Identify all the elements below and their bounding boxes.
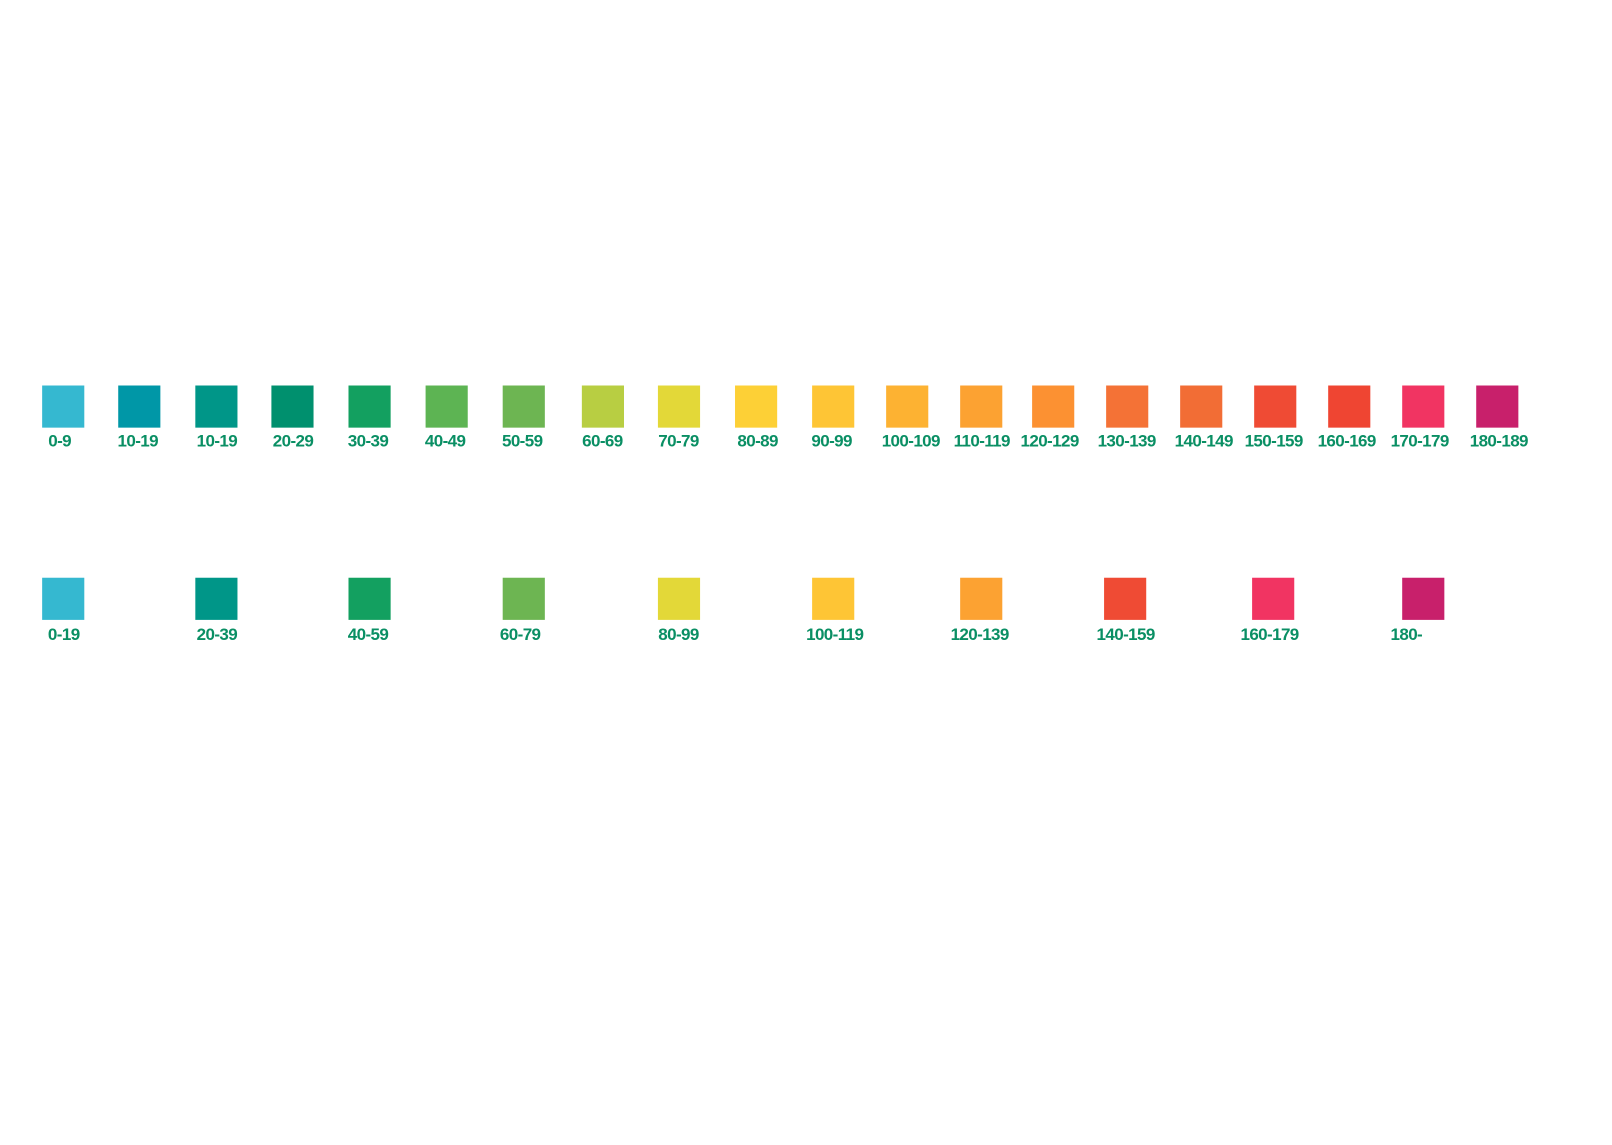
swatch-label: 0-9 <box>48 432 71 451</box>
swatch-label: 80-89 <box>737 432 778 451</box>
swatch-label: 100-119 <box>806 625 863 644</box>
swatch <box>195 385 238 428</box>
swatch <box>42 385 85 428</box>
swatch <box>1476 385 1519 428</box>
swatch-label: 10-19 <box>197 432 238 451</box>
swatch <box>657 577 701 620</box>
swatch <box>657 385 701 428</box>
swatch <box>735 385 778 428</box>
swatch-label: 180- <box>1390 625 1422 644</box>
swatch-label: 20-29 <box>273 432 314 451</box>
swatch-label: 60-79 <box>500 625 541 644</box>
swatch <box>1402 385 1445 428</box>
swatch <box>502 577 545 620</box>
swatch <box>886 385 929 428</box>
swatch <box>1104 577 1147 620</box>
swatch <box>1106 385 1149 428</box>
swatch-label: 30-39 <box>348 432 389 451</box>
swatch <box>502 385 545 428</box>
swatch-label: 110-119 <box>954 432 1010 451</box>
swatch <box>1252 577 1295 620</box>
swatch-label: 90-99 <box>811 432 852 451</box>
swatch-label: 120-129 <box>1020 432 1078 451</box>
swatch-label: 170-179 <box>1391 432 1449 451</box>
swatch <box>42 577 85 620</box>
swatch <box>812 577 855 620</box>
swatch <box>960 577 1003 620</box>
swatch <box>581 385 624 428</box>
swatch-label: 140-149 <box>1175 432 1233 451</box>
swatch <box>425 385 468 428</box>
swatch-label: 150-159 <box>1245 432 1303 451</box>
swatch-label: 180-189 <box>1470 432 1528 451</box>
swatch-label: 40-59 <box>348 625 389 644</box>
swatch <box>348 385 391 428</box>
swatch-label: 60-69 <box>582 432 623 451</box>
swatch <box>1328 385 1371 428</box>
swatch-label: 100-109 <box>882 432 940 451</box>
swatch-label: 140-159 <box>1097 625 1155 644</box>
swatch-label: 70-79 <box>658 432 699 451</box>
swatch <box>118 385 161 428</box>
swatch-label: 120-139 <box>951 625 1009 644</box>
swatch <box>812 385 855 428</box>
swatch-label: 160-169 <box>1318 432 1376 451</box>
swatch <box>195 577 238 620</box>
swatch-label: 10-19 <box>118 432 159 451</box>
swatch <box>960 385 1003 428</box>
swatch-label: 20-39 <box>197 625 238 644</box>
swatch <box>1402 577 1445 620</box>
swatch <box>271 385 314 428</box>
swatch-label: 130-139 <box>1098 432 1156 451</box>
swatch <box>348 577 391 620</box>
swatch-label: 160-179 <box>1240 625 1298 644</box>
swatch <box>1254 385 1297 428</box>
swatch <box>1032 385 1075 428</box>
swatch-label: 50-59 <box>502 432 543 451</box>
swatch-label: 80-99 <box>658 625 699 644</box>
swatch <box>1180 385 1223 428</box>
swatch-label: 0-19 <box>48 625 80 644</box>
swatch-label: 40-49 <box>425 432 466 451</box>
